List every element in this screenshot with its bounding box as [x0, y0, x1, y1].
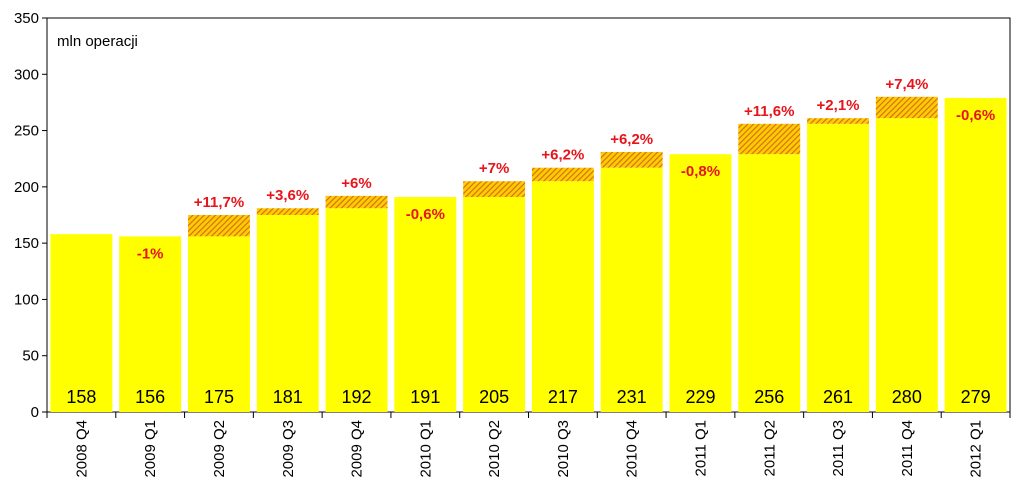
x-tick-label: 2011 Q2 [761, 420, 778, 476]
y-tick-label: 50 [22, 348, 39, 365]
bar-increase [600, 151, 663, 168]
bar-value-label: 229 [685, 387, 715, 407]
x-tick-label: 2010 Q1 [417, 420, 434, 478]
x-tick-label: 2009 Q2 [211, 420, 228, 478]
x-tick-label: 2008 Q4 [73, 420, 90, 478]
bar [188, 236, 250, 412]
bar-change-label: -0,6% [956, 107, 995, 124]
bar [463, 196, 526, 412]
bar [256, 215, 319, 412]
bar [738, 154, 801, 412]
bar [394, 196, 457, 412]
x-tick-label: 2011 Q4 [899, 420, 916, 476]
x-tick-label: 2009 Q1 [142, 420, 159, 478]
bar-increase [188, 215, 250, 237]
bar-increase [807, 118, 869, 124]
y-tick-label: 200 [14, 179, 39, 196]
bar-change-label: +7% [479, 160, 509, 177]
bar-value-label: 256 [754, 387, 784, 407]
bar-value-label: 175 [204, 387, 234, 407]
bar-change-label: +11,6% [744, 103, 794, 120]
x-tick-label: 2010 Q2 [486, 420, 503, 478]
bar-value-label: 261 [823, 387, 853, 407]
x-tick-label: 2012 Q1 [968, 420, 985, 478]
y-tick-label: 100 [14, 291, 39, 308]
y-tick-label: 250 [14, 123, 39, 140]
bar-value-label: 280 [892, 387, 922, 407]
bar-change-label: +6,2% [541, 147, 584, 164]
bar-increase [325, 195, 388, 209]
bar [944, 97, 1007, 412]
bar-increase [738, 123, 801, 155]
x-tick-label: 2011 Q3 [830, 420, 847, 476]
x-tick-label: 2009 Q3 [280, 420, 297, 478]
bar-value-label: 156 [135, 387, 165, 407]
bar-change-label: +7,4% [885, 76, 928, 93]
bar-value-label: 181 [273, 387, 303, 407]
y-tick-label: 350 [14, 10, 39, 27]
x-tick-label: 2009 Q4 [349, 420, 366, 478]
x-tick-label: 2010 Q3 [555, 420, 572, 478]
bar-value-label: 279 [961, 387, 991, 407]
bar-value-label: 192 [342, 387, 372, 407]
bar-change-label: +11,7% [194, 194, 244, 211]
bar-change-label: +6% [341, 175, 371, 192]
bar [807, 123, 869, 413]
bar-value-label: 158 [66, 387, 96, 407]
bar [325, 208, 388, 412]
bar [50, 234, 113, 412]
y-tick-label: 0 [31, 404, 39, 421]
bar-change-label: +3,6% [266, 187, 309, 204]
unit-label: mln operacji [57, 33, 138, 50]
bar [875, 118, 938, 412]
bar-increase [875, 96, 938, 119]
bar-value-label: 231 [617, 387, 647, 407]
y-tick-label: 300 [14, 66, 39, 83]
x-tick-label: 2011 Q1 [692, 420, 709, 476]
bar-change-label: +2,1% [817, 97, 860, 114]
bar-change-label: -1% [137, 245, 164, 262]
bar-increase [531, 167, 594, 182]
bar [531, 181, 594, 412]
bar-value-label: 191 [410, 387, 440, 407]
bar-change-label: -0,8% [681, 163, 720, 180]
y-tick-label: 150 [14, 235, 39, 252]
bar [119, 236, 182, 412]
bar-value-label: 217 [548, 387, 578, 407]
bar [600, 167, 663, 412]
bar-change-label: -0,6% [406, 206, 445, 223]
bar-increase [463, 181, 526, 197]
bar [669, 154, 732, 412]
bar-change-label: +6,2% [610, 131, 653, 148]
bar-value-label: 205 [479, 387, 509, 407]
bar-increase [256, 208, 319, 215]
x-tick-label: 2010 Q4 [624, 420, 641, 478]
